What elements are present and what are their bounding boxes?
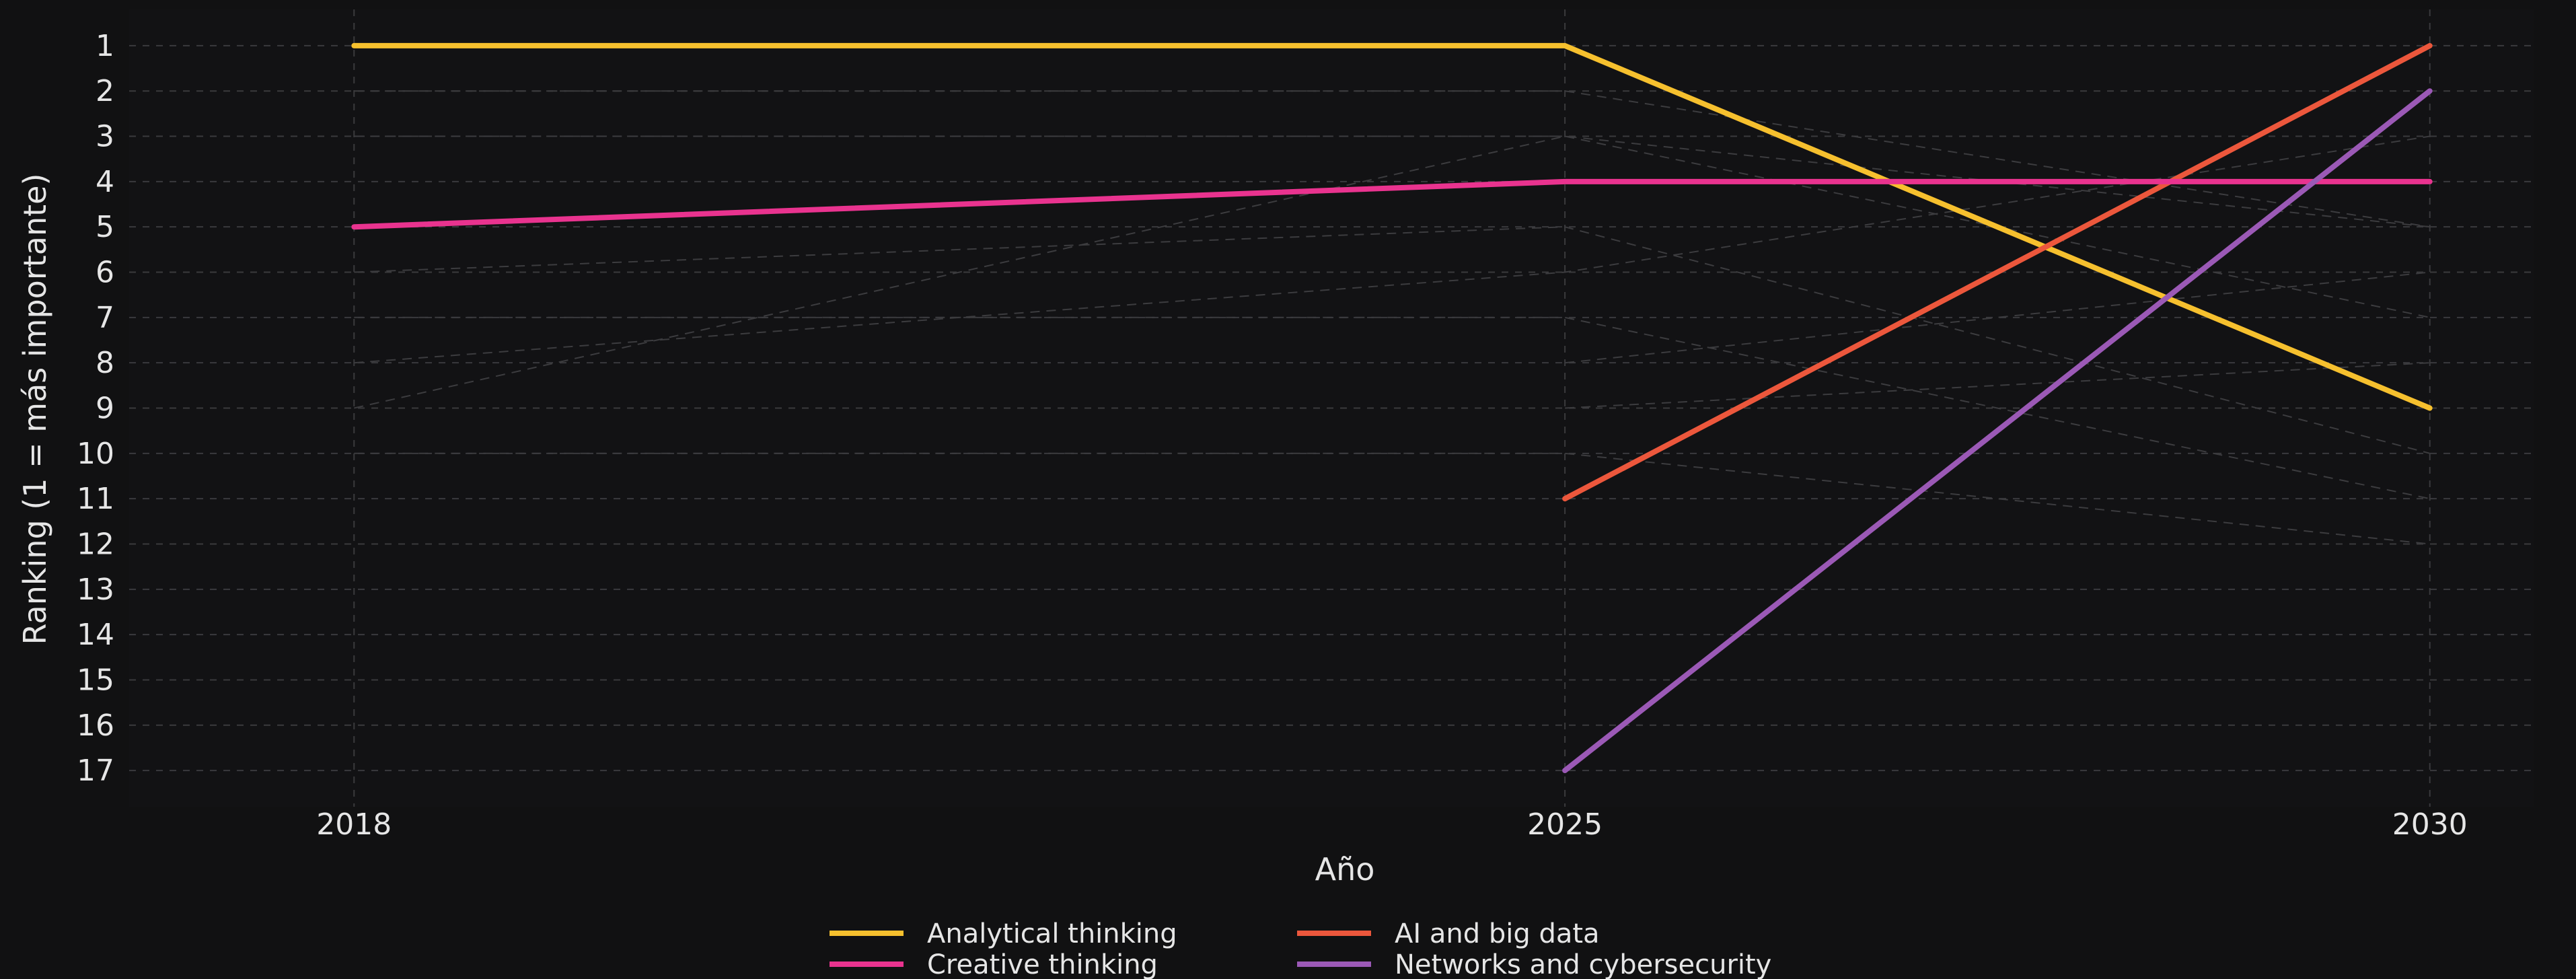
y-tick-label: 1 <box>96 29 114 63</box>
y-tick-label: 10 <box>77 437 114 471</box>
legend-label: Networks and cybersecurity <box>1395 949 1771 979</box>
y-tick-label: 15 <box>77 663 114 697</box>
x-tick-label: 2030 <box>2392 807 2468 842</box>
x-axis-ticks: 2018 2025 2030 <box>316 807 2467 842</box>
background-series-line <box>354 226 2430 454</box>
legend-label: Analytical thinking <box>927 918 1177 949</box>
y-tick-label: 2 <box>96 74 114 108</box>
series-line <box>351 178 2433 230</box>
series-line <box>1562 88 2433 774</box>
highlighted-series <box>351 42 2433 774</box>
legend-label: AI and big data <box>1395 918 1600 949</box>
y-tick-label: 9 <box>96 392 114 426</box>
legend: Analytical thinking AI and big data Creati… <box>830 918 1771 979</box>
series-line <box>1562 42 2433 502</box>
y-tick-label: 16 <box>77 709 114 743</box>
y-tick-label: 12 <box>77 527 114 561</box>
background-series-line <box>354 135 2430 318</box>
y-tick-label: 8 <box>96 346 114 380</box>
y-tick-label: 4 <box>96 165 114 199</box>
x-axis-title: Año <box>1315 851 1375 887</box>
y-tick-label: 5 <box>96 210 114 244</box>
y-tick-label: 17 <box>77 754 114 788</box>
y-axis-title: Ranking (1 = más importante) <box>17 174 53 645</box>
x-tick-label: 2018 <box>316 807 392 842</box>
x-tick-label: 2025 <box>1527 807 1603 842</box>
series-line <box>351 42 2433 411</box>
background-series-line <box>354 316 2430 500</box>
y-tick-label: 11 <box>77 482 114 516</box>
legend-label: Creative thinking <box>927 949 1158 979</box>
y-tick-label: 3 <box>96 120 114 154</box>
plot-area <box>129 9 2534 807</box>
y-tick-label: 7 <box>96 301 114 335</box>
y-tick-label: 14 <box>77 618 114 652</box>
y-tick-label: 6 <box>96 256 114 290</box>
y-tick-label: 13 <box>77 573 114 607</box>
